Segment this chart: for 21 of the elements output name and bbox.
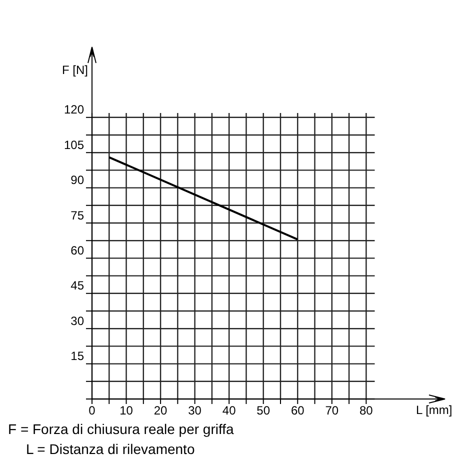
x-tick-label: 70 [325,404,339,418]
text: F = Forza di chiusura reale per griffa [8,420,235,439]
y-tick-label: 15 [70,349,84,364]
y-tick-label: 30 [70,314,84,328]
y-tick-label: 120 [64,102,84,117]
y-axis-title: F [N] [62,63,88,77]
x-tick-label: 50 [256,404,270,418]
x-tick-label: 0 [88,404,96,418]
y-tick-label: 75 [70,208,84,222]
y-tick-label: 45 [70,278,84,293]
x-tick-label: 60 [290,404,305,418]
text: L = Distanza di rilevamento [25,440,196,459]
x-tick-label: 40 [222,404,236,418]
y-tick-label: 60 [70,243,84,258]
x-tick-label: 30 [188,404,202,418]
x-tick-label: 80 [359,404,374,418]
y-tick-label: 90 [70,173,84,188]
x-tick-label: 10 [120,404,134,418]
x-tick-label: 20 [154,404,168,418]
x-axis-title: L [mm] [416,403,452,417]
y-tick-label: 105 [64,138,84,152]
